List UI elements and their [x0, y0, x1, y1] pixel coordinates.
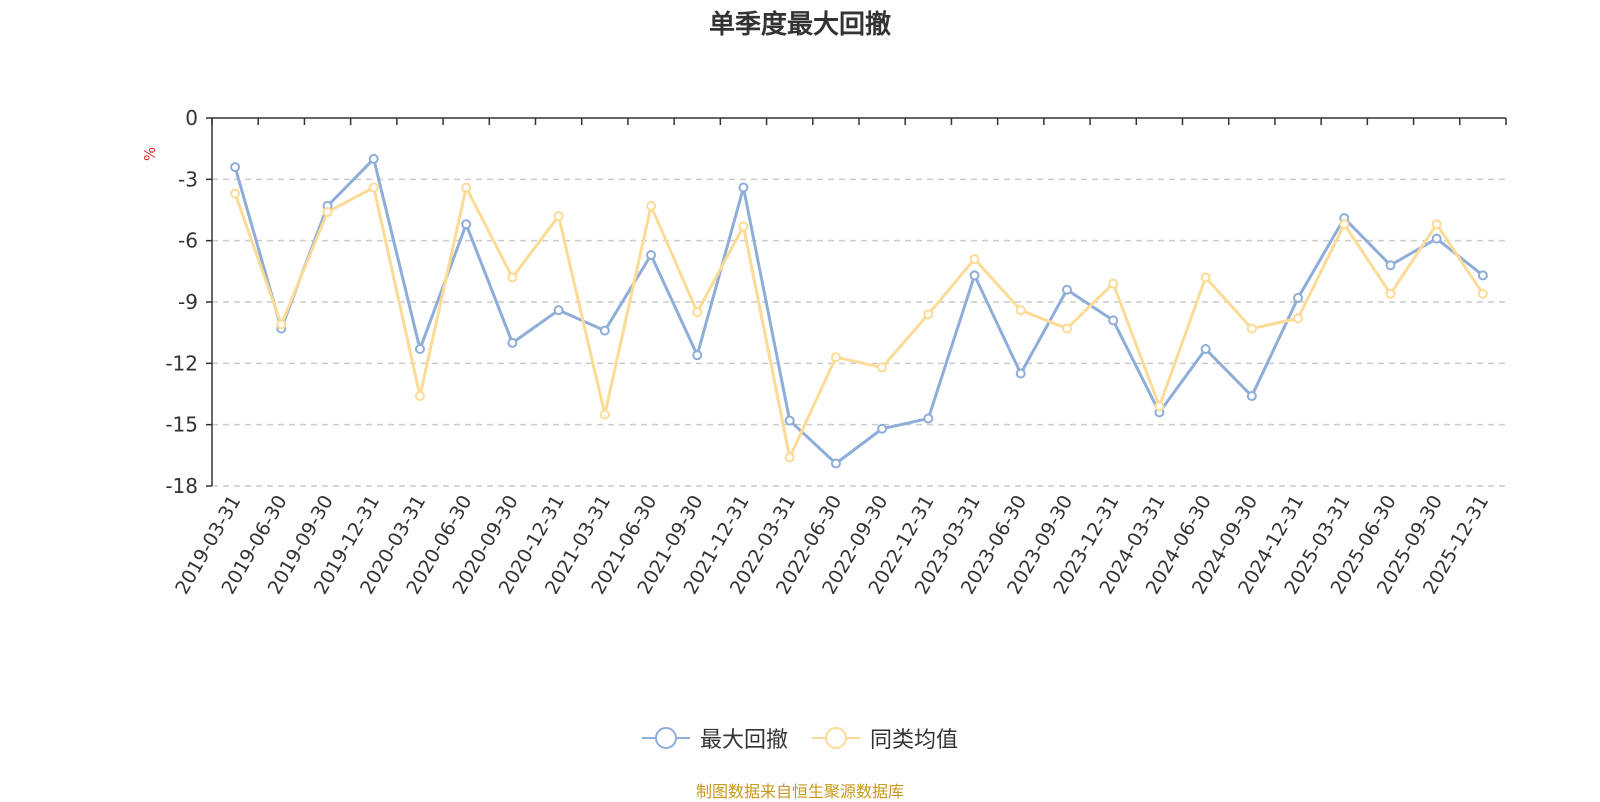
- legend-line-circle-icon: [812, 727, 860, 749]
- y-tick-label: -9: [178, 290, 198, 314]
- data-point: [923, 413, 934, 424]
- data-point: [414, 344, 425, 355]
- y-tick-label: -18: [165, 474, 198, 498]
- y-tick-label: -12: [165, 351, 198, 375]
- data-point: [599, 325, 610, 336]
- data-point: [368, 182, 379, 193]
- data-point: [830, 458, 841, 469]
- data-point: [877, 423, 888, 434]
- data-point: [461, 219, 472, 230]
- data-point: [1431, 233, 1442, 244]
- legend-line-circle-icon: [641, 727, 690, 749]
- data-point: [1385, 260, 1396, 271]
- data-point: [230, 188, 241, 199]
- y-tick-label: -3: [178, 167, 198, 191]
- data-point: [969, 270, 980, 281]
- data-point: [1293, 292, 1304, 303]
- data-point: [969, 254, 980, 265]
- data-point: [692, 350, 703, 361]
- data-point: [1061, 323, 1072, 334]
- chart-title: 单季度最大回撤: [708, 10, 891, 40]
- series-line-1: [233, 186, 1485, 459]
- data-point: [507, 272, 518, 283]
- source-note: 制图数据来自恒生聚源数据库: [695, 782, 904, 801]
- legend-label: 同类均值: [870, 728, 959, 753]
- data-point: [1061, 284, 1072, 295]
- y-tick-label: 0: [185, 106, 198, 130]
- data-point: [553, 211, 564, 222]
- data-point: [276, 319, 287, 330]
- legend-label: 最大回撤: [699, 728, 788, 753]
- data-point: [1015, 305, 1026, 316]
- data-point: [1200, 272, 1211, 283]
- y-tick-label: -15: [165, 413, 198, 437]
- data-point: [1246, 323, 1257, 334]
- data-point: [1200, 344, 1211, 355]
- data-point: [507, 337, 518, 348]
- legend-item-peer-average[interactable]: 同类均值: [812, 722, 958, 754]
- y-tick-label: -6: [178, 229, 198, 253]
- data-point: [877, 362, 888, 373]
- data-point: [1015, 368, 1026, 379]
- legend-item-max-drawdown[interactable]: 最大回撤: [641, 722, 788, 754]
- data-point: [784, 415, 795, 426]
- data-point: [599, 409, 610, 420]
- legend: 最大回撤 同类均值: [0, 722, 1600, 754]
- data-point: [738, 182, 749, 193]
- series-lines: [230, 153, 1488, 469]
- data-point: [414, 391, 425, 402]
- data-point: [368, 153, 379, 164]
- data-point: [646, 200, 657, 211]
- data-point: [1246, 391, 1257, 402]
- data-point: [830, 352, 841, 363]
- grid-lines: [212, 178, 1506, 487]
- data-point: [1385, 288, 1396, 299]
- data-point: [1154, 401, 1165, 412]
- data-point: [461, 182, 472, 193]
- data-point: [738, 221, 749, 232]
- data-point: [923, 309, 934, 320]
- series-line-0: [233, 157, 1484, 466]
- y-axis-unit-label: %: [141, 147, 159, 161]
- data-point: [1477, 270, 1488, 281]
- data-point: [1108, 278, 1119, 289]
- data-point: [1293, 313, 1304, 324]
- data-point: [553, 305, 564, 316]
- data-point: [1108, 315, 1119, 326]
- data-point: [322, 207, 333, 218]
- data-point: [784, 452, 795, 463]
- data-point: [230, 162, 241, 173]
- data-point: [692, 307, 703, 318]
- data-point: [646, 249, 657, 260]
- data-point: [1431, 219, 1442, 230]
- data-point: [1477, 288, 1488, 299]
- data-point: [1339, 219, 1350, 230]
